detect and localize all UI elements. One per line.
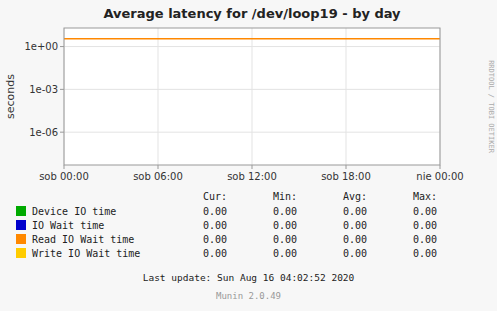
legend-swatch xyxy=(16,234,26,244)
legend-label: Read IO Wait time xyxy=(32,234,134,245)
x-tick-label: sob 12:00 xyxy=(227,171,277,182)
tick-mark xyxy=(60,89,64,90)
tick-mark xyxy=(64,165,65,169)
legend-label: IO Wait time xyxy=(32,220,104,231)
legend-value: 0.00 xyxy=(273,220,297,231)
legend-value: 0.00 xyxy=(203,206,227,217)
tick-mark xyxy=(252,165,253,169)
legend-column-header: Max: xyxy=(413,191,437,202)
x-tick-label: nie 00:00 xyxy=(416,171,463,182)
grid-line xyxy=(158,28,159,165)
x-tick-label: sob 00:00 xyxy=(39,171,89,182)
y-tick-label: 1e-03 xyxy=(29,84,58,95)
version: Munin 2.0.49 xyxy=(216,291,281,301)
legend-column-header: Avg: xyxy=(343,191,367,202)
legend-value: 0.00 xyxy=(273,248,297,259)
legend-swatch xyxy=(16,206,26,216)
plot-area xyxy=(64,28,440,165)
plot-frame xyxy=(64,28,440,165)
legend-value: 0.00 xyxy=(413,220,437,231)
legend-value: 0.00 xyxy=(343,206,367,217)
legend-column-header: Cur: xyxy=(203,191,227,202)
marks xyxy=(64,38,440,39)
title: Average latency for /dev/loop19 - by day xyxy=(103,6,401,21)
x-tick-label: sob 06:00 xyxy=(133,171,183,182)
y-tick-label: 1e+00 xyxy=(24,41,58,52)
x-tick-label: sob 18:00 xyxy=(321,171,371,182)
y-tick-label: 1e-06 xyxy=(29,127,58,138)
legend-value: 0.00 xyxy=(343,220,367,231)
grid-line xyxy=(346,28,347,165)
legend-value: 0.00 xyxy=(413,234,437,245)
legend-value: 0.00 xyxy=(343,248,367,259)
legend-value: 0.00 xyxy=(273,234,297,245)
legend-value: 0.00 xyxy=(273,206,297,217)
watermark: RRDTOOL / TOBI OETIKER xyxy=(487,60,495,154)
tick-mark xyxy=(60,46,64,47)
legend-value: 0.00 xyxy=(413,206,437,217)
last-update: Last update: Sun Aug 16 04:02:52 2020 xyxy=(143,272,355,283)
tick-mark xyxy=(440,165,441,169)
legend-value: 0.00 xyxy=(343,234,367,245)
tick-mark xyxy=(60,132,64,133)
reference-line xyxy=(64,38,440,40)
tick-mark xyxy=(346,165,347,169)
legend-value: 0.00 xyxy=(203,234,227,245)
legend-swatch xyxy=(16,248,26,258)
legend-value: 0.00 xyxy=(203,220,227,231)
legend-swatch xyxy=(16,220,26,230)
legend-label: Device IO time xyxy=(32,206,116,217)
tick-mark xyxy=(158,165,159,169)
legend-column-header: Min: xyxy=(273,191,297,202)
chart: 1e-06 1e-03 1e+00 sob 00:00 sob 06:00 sob 12:… xyxy=(0,0,497,311)
legend-label: Write IO Wait time xyxy=(32,248,140,259)
grid-line xyxy=(252,28,253,165)
y-axis-label: seconds xyxy=(4,74,17,119)
legend-value: 0.00 xyxy=(203,248,227,259)
legend-value: 0.00 xyxy=(413,248,437,259)
